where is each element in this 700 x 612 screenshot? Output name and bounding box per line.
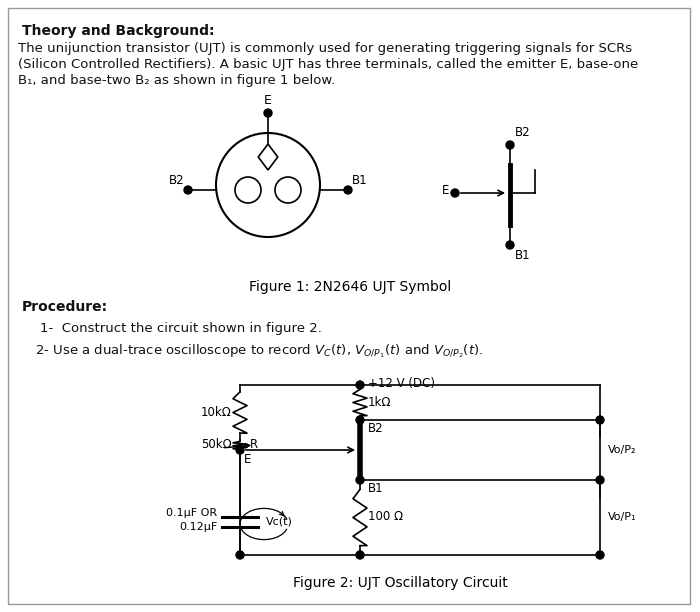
- Text: E: E: [244, 453, 251, 466]
- Circle shape: [356, 476, 364, 484]
- Circle shape: [596, 416, 604, 424]
- Circle shape: [356, 381, 364, 389]
- Circle shape: [596, 476, 604, 484]
- Text: 1-  Construct the circuit shown in figure 2.: 1- Construct the circuit shown in figure…: [40, 322, 322, 335]
- Text: E: E: [264, 94, 272, 107]
- Circle shape: [184, 186, 192, 194]
- Circle shape: [264, 109, 272, 117]
- Text: B1: B1: [515, 249, 531, 262]
- Text: Vo/P₂: Vo/P₂: [608, 445, 636, 455]
- Circle shape: [344, 186, 352, 194]
- Text: B₁, and base-two B₂ as shown in figure 1 below.: B₁, and base-two B₂ as shown in figure 1…: [18, 74, 335, 87]
- Text: 100 Ω: 100 Ω: [368, 510, 403, 523]
- Text: Theory and Background:: Theory and Background:: [22, 24, 214, 38]
- Text: +12 V (DC): +12 V (DC): [368, 376, 435, 389]
- Text: B2: B2: [169, 174, 184, 187]
- Circle shape: [356, 416, 364, 424]
- Text: Vc(t): Vc(t): [266, 517, 293, 527]
- Circle shape: [356, 551, 364, 559]
- Text: Figure 1: 2N2646 UJT Symbol: Figure 1: 2N2646 UJT Symbol: [249, 280, 451, 294]
- Text: B1: B1: [352, 174, 368, 187]
- Text: 0.1μF OR
0.12μF: 0.1μF OR 0.12μF: [166, 508, 217, 532]
- Circle shape: [506, 241, 514, 249]
- Text: (Silicon Controlled Rectifiers). A basic UJT has three terminals, called the emi: (Silicon Controlled Rectifiers). A basic…: [18, 58, 638, 71]
- Text: 50kΩ: 50kΩ: [202, 439, 232, 452]
- Text: Vo/P₁: Vo/P₁: [608, 512, 636, 522]
- Text: Figure 2: UJT Oscillatory Circuit: Figure 2: UJT Oscillatory Circuit: [293, 576, 508, 590]
- Text: The unijunction transistor (UJT) is commonly used for generating triggering sign: The unijunction transistor (UJT) is comm…: [18, 42, 632, 55]
- Text: 10kΩ: 10kΩ: [201, 406, 232, 419]
- Circle shape: [506, 141, 514, 149]
- Circle shape: [236, 446, 244, 454]
- Circle shape: [451, 189, 459, 197]
- Circle shape: [236, 551, 244, 559]
- Text: E: E: [442, 184, 449, 196]
- Text: R: R: [250, 439, 258, 452]
- Text: 1kΩ: 1kΩ: [368, 395, 391, 408]
- Text: B2: B2: [368, 422, 384, 435]
- Text: Procedure:: Procedure:: [22, 300, 108, 314]
- Text: 2- Use a dual-trace oscilloscope to record $V_C(t)$, $V_{O/P_1}(t)$ and $V_{O/P_: 2- Use a dual-trace oscilloscope to reco…: [35, 342, 483, 360]
- Text: B1: B1: [368, 482, 384, 495]
- Text: B2: B2: [515, 126, 531, 139]
- Circle shape: [596, 551, 604, 559]
